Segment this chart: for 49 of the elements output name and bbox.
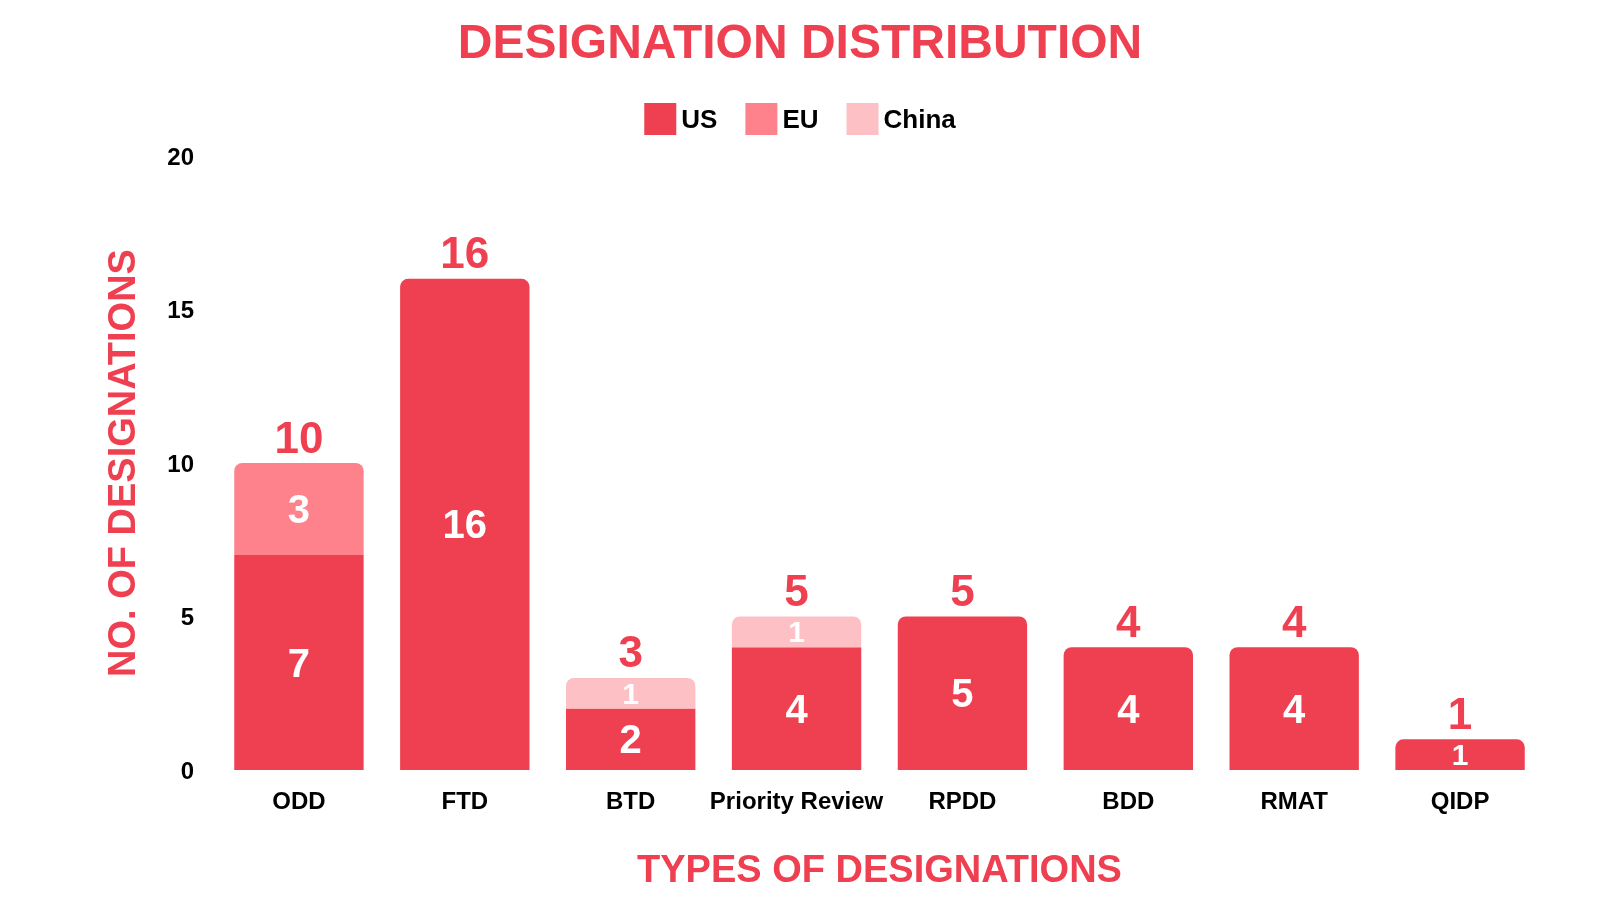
total-label: 4 xyxy=(1116,596,1142,646)
data-label: 4 xyxy=(1283,686,1307,731)
x-tick-label: ODD xyxy=(272,786,326,814)
bar xyxy=(1063,647,1193,770)
data-label: 1 xyxy=(1451,738,1469,772)
x-tick-label: QIDP xyxy=(1430,786,1490,814)
x-tick-label: Priority Review xyxy=(709,786,884,814)
y-tick-label: 15 xyxy=(167,296,194,323)
legend-label: China xyxy=(883,104,957,134)
legend-label: US xyxy=(681,104,718,134)
total-label: 10 xyxy=(274,412,324,462)
bar xyxy=(234,555,364,770)
y-tick-label: 10 xyxy=(167,449,194,477)
total-label: 5 xyxy=(950,566,975,615)
x-tick-label: RPDD xyxy=(928,786,997,814)
y-tick-label: 20 xyxy=(167,142,194,170)
x-tick-label: RMAT xyxy=(1260,786,1329,814)
y-tick-label: 5 xyxy=(180,603,194,630)
bar xyxy=(1229,647,1359,770)
data-label: 16 xyxy=(442,502,488,547)
total-label: 3 xyxy=(618,627,643,677)
bar xyxy=(566,677,696,709)
x-tick-label: BDD xyxy=(1102,786,1155,814)
bar xyxy=(731,616,862,648)
y-tick-label: 0 xyxy=(180,756,194,784)
bar xyxy=(234,463,364,556)
bar xyxy=(1395,739,1525,770)
data-label: 2 xyxy=(619,717,642,762)
total-label: 1 xyxy=(1447,688,1473,738)
bar xyxy=(731,647,862,770)
data-label: 1 xyxy=(622,676,640,710)
data-label: 5 xyxy=(951,671,974,716)
data-label: 1 xyxy=(788,615,805,649)
data-label: 3 xyxy=(287,487,311,532)
total-label: 4 xyxy=(1281,596,1307,646)
x-axis-title: TYPES OF DESIGNATIONS xyxy=(637,848,1122,890)
legend-label: EU xyxy=(782,104,819,134)
data-label: 7 xyxy=(287,640,311,685)
bar xyxy=(400,278,530,770)
bar xyxy=(566,708,696,770)
total-label: 16 xyxy=(440,228,490,278)
x-tick-label: FTD xyxy=(441,786,489,814)
x-tick-label: BTD xyxy=(606,786,656,814)
total-label: 5 xyxy=(784,566,809,615)
data-label: 4 xyxy=(785,686,809,731)
data-label: 4 xyxy=(1117,686,1141,731)
y-axis-title: NO. OF DESIGNATIONS xyxy=(101,249,143,677)
chart-title: DESIGNATION DISTRIBUTION xyxy=(457,14,1143,68)
bar xyxy=(897,616,1028,770)
